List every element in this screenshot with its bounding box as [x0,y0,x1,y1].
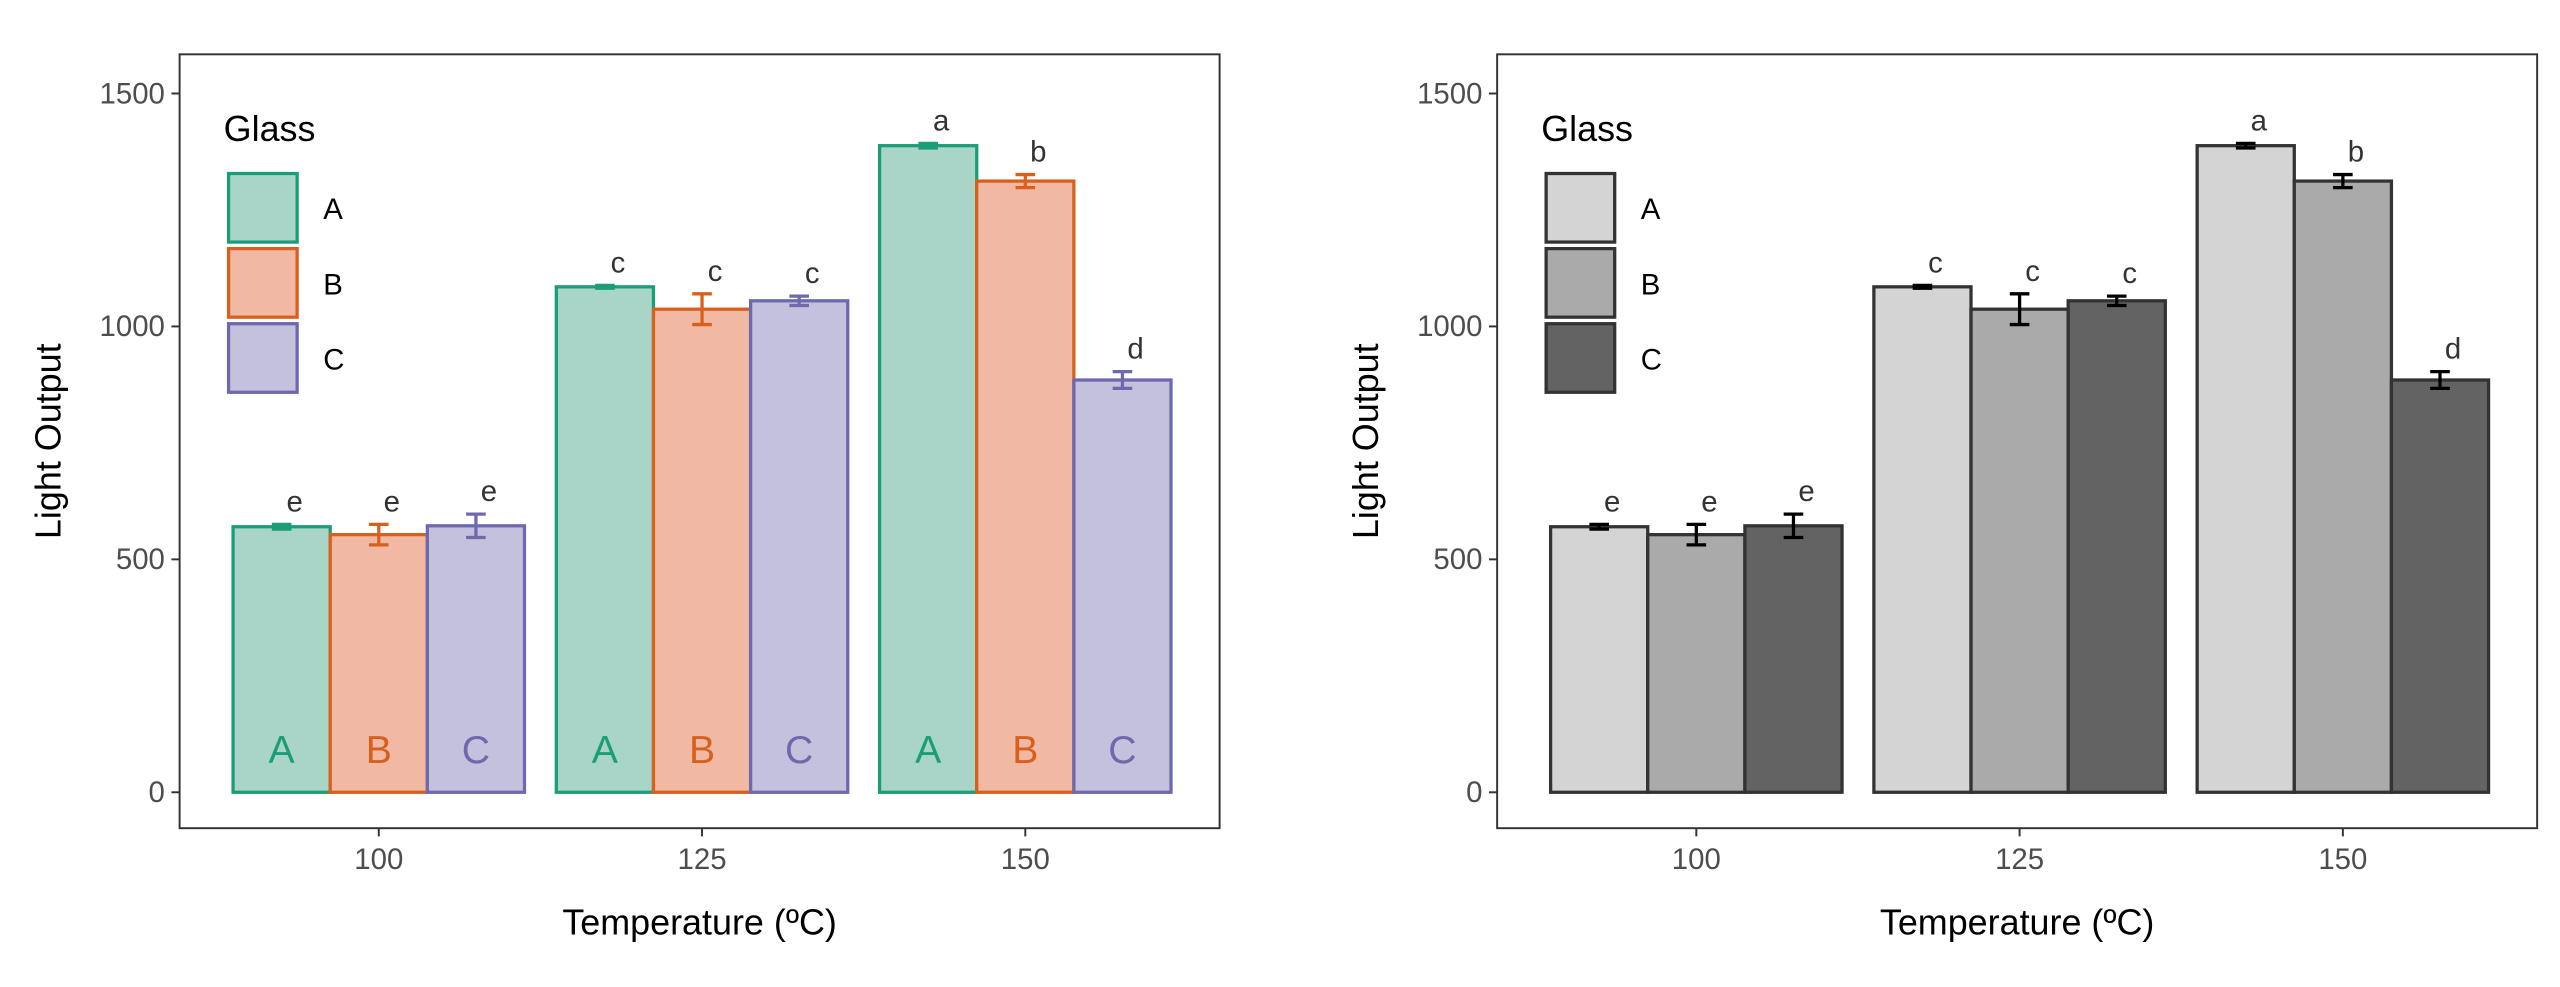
legend-title: Glass [1541,108,1633,149]
bar-C-150 [2389,378,2491,794]
legend-label-A: A [1641,193,1661,226]
significance-letter: c [611,246,626,279]
significance-letter: e [481,475,497,508]
bar-group-label: C [785,729,813,772]
significance-letter: b [2348,135,2364,168]
y-axis-title: Light Output [27,343,68,539]
bar-group-label: A [269,729,296,772]
significance-letter: c [2025,255,2040,288]
y-tick-label: 1000 [1417,310,1482,343]
significance-letter: a [2251,104,2268,137]
bar-C-125 [2066,299,2167,794]
significance-letter: e [287,485,303,518]
bar-B-125 [651,307,753,794]
significance-letter: d [2445,333,2461,366]
x-tick-label: 150 [2318,843,2367,876]
legend-label-A: A [323,193,343,226]
significance-letter: e [1701,485,1717,518]
x-tick-label: 100 [1672,843,1721,876]
bar-C-150 [1072,378,1173,794]
legend-key-A [226,171,299,244]
bar-B-100 [328,533,429,794]
legend-title: Glass [224,108,316,149]
bar-group-label: C [1108,729,1136,772]
legend-label-C: C [1641,343,1662,376]
significance-letter: d [1127,333,1143,366]
x-tick-label: 150 [1001,843,1050,876]
significance-letter: b [1030,135,1046,168]
x-tick-label: 125 [1995,843,2044,876]
bar-A-100 [231,525,332,794]
legend-label-B: B [1641,268,1661,301]
significance-letter: e [1604,485,1620,518]
bar-A-100 [1548,525,1650,794]
x-tick-label: 125 [678,843,727,876]
significance-letter: c [708,255,723,288]
bar-B-150 [2292,179,2394,794]
bar-B-150 [975,179,1076,794]
legend-key-A [1544,171,1617,244]
y-tick-label: 500 [116,543,165,576]
bar-group-label: B [366,729,392,772]
bar-group-label: A [592,729,619,772]
bar-C-125 [748,299,850,794]
x-axis-title: Temperature (ºC) [1880,901,2155,942]
right-panel-grayscale: 0 500 1000 1500 100 125 150 Temperature (ºC) Lig… [1345,53,2539,942]
significance-letter: c [2122,257,2137,290]
plot-area-border [178,53,1221,830]
bar-group-label: A [915,729,942,772]
y-tick-label: 500 [1433,543,1482,576]
x-axis-title: Temperature (ºC) [562,901,837,942]
significance-letter: c [805,257,820,290]
x-tick-label: 100 [354,843,403,876]
y-tick-label: 0 [1466,776,1482,809]
legend-key-C [226,322,299,394]
legend-key-B [226,246,299,319]
y-tick-label: 1500 [100,77,165,110]
legend-key-B [1544,246,1617,319]
bar-group-label: C [462,729,490,772]
bar-A-125 [1872,285,1973,794]
significance-letter: c [1928,246,1943,279]
bar-group-label: B [689,729,715,772]
bar-A-125 [554,285,656,794]
bar-B-100 [1646,533,1747,794]
plot-area-border [1496,53,2539,830]
legend-key-C [1544,322,1617,394]
legend-label-C: C [323,343,344,376]
bar-A-150 [877,144,979,794]
y-tick-label: 1000 [100,310,165,343]
significance-letter: e [1798,475,1814,508]
legend-label-B: B [323,268,343,301]
significance-letter: a [933,104,950,137]
bar-A-150 [2195,144,2296,794]
y-tick-label: 1500 [1417,77,1482,110]
bar-group-label: B [1012,729,1038,772]
bar-B-125 [1969,307,2070,794]
significance-letter: e [384,485,400,518]
y-axis-title: Light Output [1345,343,1386,539]
left-panel-color: 0 500 1000 1500 100 125 150 Temperature (ºC) Lig… [27,53,1221,942]
bar-C-100 [1743,524,1844,794]
y-tick-label: 0 [149,776,165,809]
